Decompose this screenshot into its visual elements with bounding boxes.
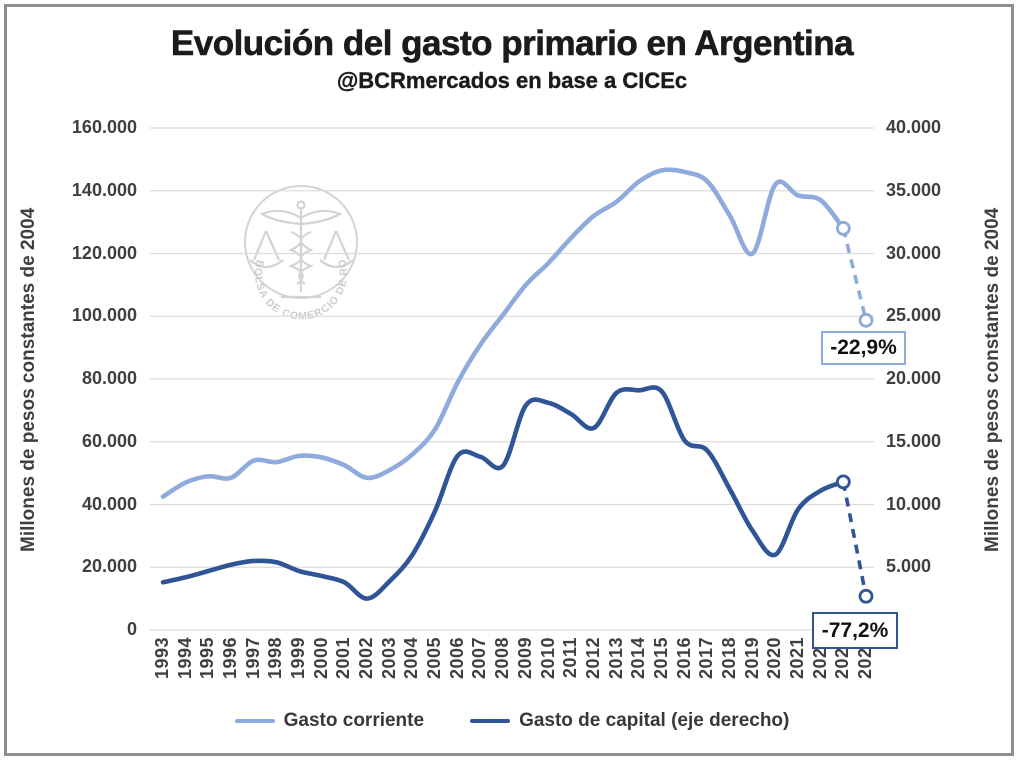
x-axis-tick-label: 2018 (718, 637, 739, 680)
legend-item-gasto-corriente: Gasto corriente (234, 710, 425, 732)
x-axis-tick-label: 1996 (220, 637, 241, 680)
left-axis-tick-label: 40.000 (81, 493, 137, 514)
right-axis-tick-label: 30.000 (886, 242, 942, 263)
x-axis-tick-label: 2020 (764, 637, 785, 680)
x-axis-tick-label: 2006 (446, 637, 467, 680)
left-axis-tick-label: 80.000 (81, 368, 137, 388)
right-axis-tick-label: 35.000 (886, 179, 942, 200)
legend-line-swatch-dark-blue (470, 719, 511, 723)
x-axis-tick-label: 1995 (197, 637, 218, 680)
left-axis-tick-label: 20.000 (81, 556, 137, 577)
right-axis-tick-label: 0 (886, 619, 986, 640)
annotation-box-gasto-corriente: -22,9% (821, 331, 906, 365)
right-axis-tick-label: 15.000 (886, 430, 942, 451)
x-axis-tick-label: 1997 (242, 637, 263, 680)
x-axis-tick-label: 2021 (786, 637, 807, 680)
annotation-box-gasto-capital: -77,2% (812, 612, 898, 649)
data-point-marker-gasto-de-capital-eje-derecho--2023 (835, 474, 851, 490)
x-axis-tick-label: 2007 (469, 637, 490, 680)
left-axis-tick-label: 60.000 (81, 430, 137, 451)
x-axis-tick-label: 2008 (492, 637, 513, 680)
x-axis-tick-label: 2014 (628, 637, 649, 680)
legend: Gasto corriente Gasto de capital (eje de… (0, 710, 1024, 732)
data-point-marker-gasto-corriente-2023 (835, 220, 851, 236)
left-axis-tick-label: 140.000 (71, 179, 137, 200)
left-axis-tick-label: 0 (126, 619, 137, 639)
data-point-marker-gasto-de-capital-eje-derecho--2024 (858, 588, 874, 604)
right-axis-tick-label: 5.000 (886, 556, 932, 577)
x-axis-tick-label: 2001 (333, 637, 354, 680)
data-point-marker-gasto-corriente-2024 (858, 312, 874, 328)
caduceus-scales-icon (249, 200, 354, 299)
left-axis-tick-label: 160.000 (71, 117, 137, 137)
legend-item-gasto-capital: Gasto de capital (eje derecho) (470, 710, 789, 732)
chart-title: Evolución del gasto primario en Argentin… (170, 24, 854, 64)
legend-label: Gasto corriente (283, 710, 425, 731)
x-axis-tick-label: 1999 (288, 637, 309, 680)
series-line-gasto-corriente (160, 167, 846, 499)
legend-label: Gasto de capital (eje derecho) (519, 710, 790, 731)
right-axis-tick-label: 40.000 (886, 117, 942, 137)
right-axis-tick-label: 25.000 (886, 305, 942, 326)
left-axis-tick-label: 100.000 (71, 305, 137, 326)
series-line-gasto-de-capital-eje-derecho- (160, 385, 846, 601)
x-axis-tick-label: 1998 (265, 637, 286, 680)
projection-dashed-line-gasto-corriente (841, 227, 868, 321)
chart-subtitle: @BCRmercados en base a CICEc (336, 68, 688, 93)
x-axis-tick-label: 2005 (424, 637, 445, 680)
x-axis-tick-label: 2019 (741, 637, 762, 680)
x-axis-tick-label: 2011 (560, 637, 581, 679)
x-axis-tick-label: 2016 (673, 637, 694, 680)
legend-line-swatch-light-blue (234, 719, 275, 723)
x-axis-tick-label: 2000 (310, 637, 331, 680)
x-axis-tick-label: 2002 (356, 637, 377, 680)
projection-dashed-line-gasto-de-capital-eje-derecho- (841, 481, 868, 597)
x-axis-tick-label: 2017 (696, 637, 717, 680)
x-axis-tick-label: 2004 (401, 637, 422, 680)
x-axis-tick-label: 2003 (378, 637, 399, 680)
x-axis-tick-label: 2009 (514, 637, 535, 680)
left-axis-tick-label: 120.000 (71, 242, 137, 263)
x-axis-tick-label: 2012 (582, 637, 603, 680)
right-axis-tick-label: 20.000 (886, 368, 942, 388)
x-axis-tick-label: 1993 (152, 637, 172, 680)
x-axis-tick-label: 1994 (174, 637, 195, 680)
x-axis-tick-label: 2015 (650, 637, 671, 680)
x-axis-tick-label: 2010 (537, 637, 558, 680)
x-axis-tick-label: 2013 (605, 637, 626, 680)
right-axis-tick-label: 10.000 (886, 493, 942, 514)
